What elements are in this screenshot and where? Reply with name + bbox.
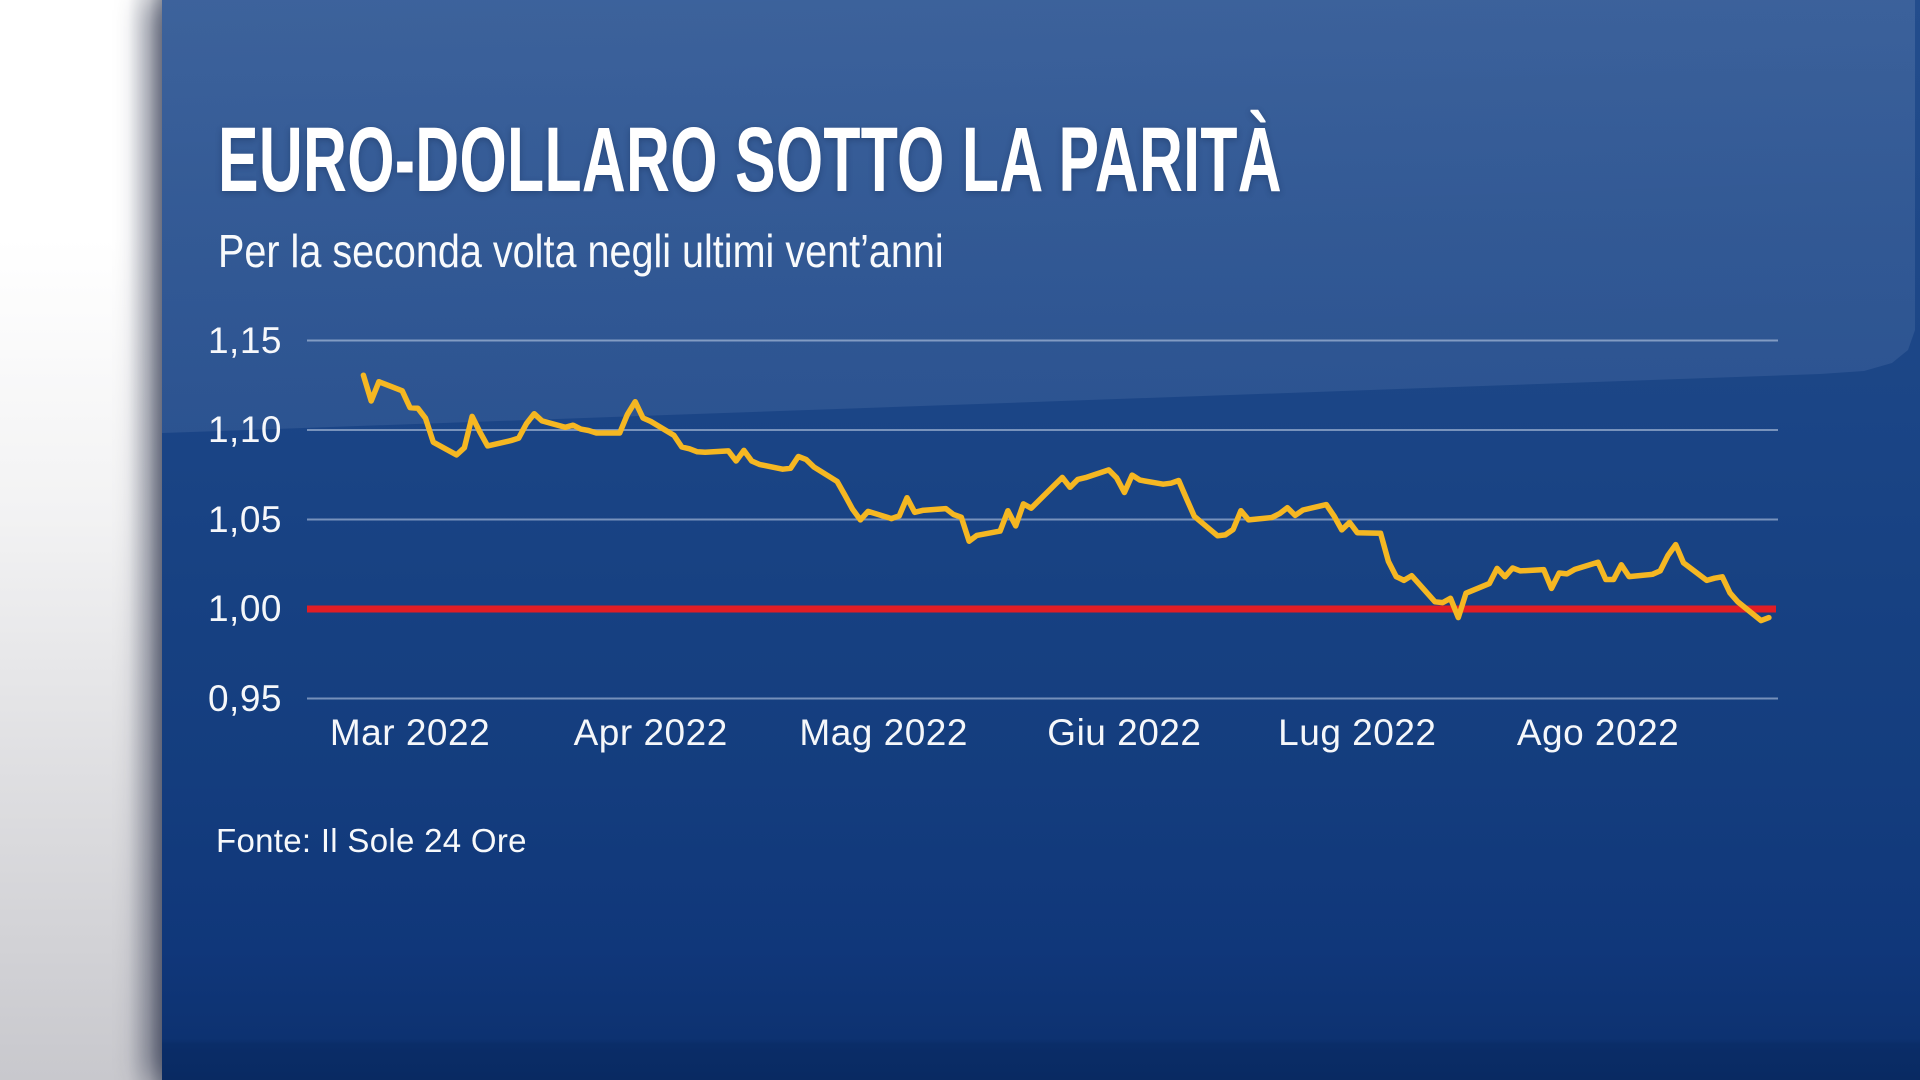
y-axis-label-1,10: 1,10 — [207, 409, 282, 450]
glass-highlight-overlay — [162, 0, 1915, 433]
page-title: EURO-DOLLARO SOTTO LA PARITÀ — [218, 112, 1830, 209]
x-axis-label-ago: Ago 2022 — [1516, 712, 1680, 753]
page-title-text: EURO-DOLLARO SOTTO LA PARITÀ — [218, 109, 1282, 211]
y-axis-label-1,00: 1,00 — [207, 588, 282, 629]
x-axis-label-lug: Lug 2022 — [1278, 712, 1437, 753]
x-axis-label-mar: Mar 2022 — [329, 712, 491, 753]
x-axis-label-apr: Apr 2022 — [573, 712, 728, 753]
y-axis-label-1,05: 1,05 — [207, 498, 282, 540]
chart-panel — [162, 0, 1920, 1080]
eurusd-series-line — [360, 372, 1772, 624]
source-note: Fonte: Il Sole 24 Ore — [216, 822, 527, 859]
page-subtitle: Per la seconda volta negli ultimi vent’a… — [218, 226, 1062, 277]
y-axis-label-1,15: 1,15 — [207, 319, 282, 361]
x-axis-label-mag: Mag 2022 — [799, 712, 968, 753]
page-subtitle-text: Per la seconda volta negli ultimi vent’a… — [218, 225, 944, 277]
y-axis-label-0,95: 0,95 — [207, 677, 282, 719]
left-margin-strip — [0, 0, 162, 1080]
x-axis-label-giu: Giu 2022 — [1047, 712, 1202, 753]
